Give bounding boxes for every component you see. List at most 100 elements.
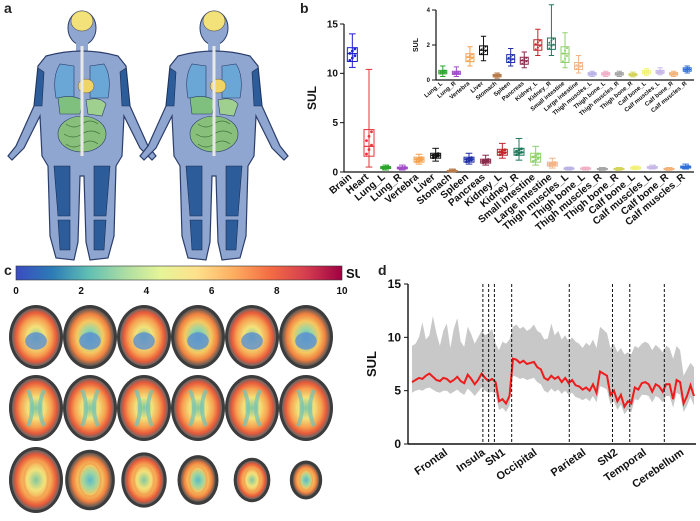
inset-point [575, 64, 578, 67]
main-point [565, 167, 568, 170]
main-point [417, 159, 421, 163]
main-point [500, 152, 504, 156]
main-point [503, 151, 507, 155]
inset-point [552, 43, 555, 46]
inset-point [525, 56, 528, 59]
main-point [598, 167, 602, 171]
inset-point [645, 70, 648, 73]
main-point [415, 160, 418, 164]
inset-point [482, 47, 485, 50]
inset-point [577, 66, 580, 69]
panel-label-b: b [300, 0, 309, 16]
inset-point [670, 72, 673, 75]
colorbar-tick-label: 2 [78, 286, 84, 297]
inset-point [566, 47, 568, 50]
inset-point [659, 70, 662, 73]
main-point [365, 152, 368, 156]
main-point [481, 159, 485, 163]
inset-point [589, 72, 592, 75]
main-point [420, 156, 423, 160]
inset-y-axis-label: SUL [413, 37, 420, 52]
main-point [370, 143, 373, 147]
main-point [553, 161, 557, 164]
main-point [348, 58, 352, 62]
body-front-figure [6, 9, 158, 262]
inset-point [453, 71, 456, 74]
brain-slice [9, 447, 63, 513]
panel-label-a: a [4, 0, 12, 16]
main-point [670, 167, 673, 170]
inset-point [498, 73, 501, 76]
inset-point [562, 60, 564, 63]
main-point [353, 54, 357, 58]
main-point [536, 152, 540, 156]
main-point [550, 163, 554, 167]
inset-point [466, 56, 469, 59]
inset-point [468, 58, 471, 61]
main-point [650, 165, 654, 169]
brain-slice [63, 375, 117, 441]
inset-point [684, 69, 687, 72]
inset-point [534, 48, 537, 51]
inset-point [688, 67, 691, 70]
inset-point [550, 45, 553, 48]
colorbar-tick-label: 6 [209, 286, 215, 297]
brain-slice [171, 305, 225, 369]
inset-point [494, 74, 497, 77]
inset-point [538, 39, 541, 42]
inset-point [579, 62, 582, 65]
anatomy-illustration [6, 9, 290, 262]
inset-point [496, 74, 499, 77]
inset-point [455, 72, 458, 75]
inset-point [686, 69, 689, 72]
inset-point [507, 60, 510, 63]
main-point [448, 169, 452, 173]
main-point [570, 166, 573, 170]
inset-point [684, 68, 687, 71]
main-point [531, 159, 535, 163]
inset-point [631, 73, 634, 76]
main-point [503, 148, 507, 152]
inset-point [575, 67, 578, 70]
main-point [548, 162, 552, 166]
main-point [353, 47, 357, 51]
main-point [520, 147, 523, 151]
inset-point [457, 72, 460, 75]
main-point [550, 161, 554, 165]
inset-point [672, 72, 675, 75]
main-point [350, 56, 354, 60]
main-point [584, 166, 588, 170]
panel-label-d: d [378, 262, 387, 278]
main-point [517, 148, 521, 152]
inset-point [659, 71, 662, 74]
main-point [386, 165, 390, 169]
inset-point [470, 57, 473, 60]
main-point [465, 157, 468, 161]
main-y-tick-label: 15 [327, 19, 339, 30]
inset-point [657, 72, 660, 75]
main-point [600, 167, 604, 171]
inset-point [593, 71, 596, 74]
organ-sul-boxplot: 051015SULBrainHeartLung_LLung_RVertebraL… [305, 4, 694, 234]
main-point [500, 149, 504, 153]
main-point [470, 158, 473, 162]
inset-point [466, 59, 469, 62]
inset-box-kidney_r [546, 37, 556, 50]
inset-point [441, 72, 444, 74]
brain-slice [63, 305, 117, 369]
main-point [484, 158, 488, 162]
main-point [534, 158, 538, 162]
main-box-brain [346, 47, 358, 62]
brain-slice [65, 449, 115, 511]
brain-slice [117, 305, 171, 369]
brain-slice [117, 375, 171, 441]
main-point [450, 169, 454, 173]
organ-sul-boxplot-panel: 0 5 10 15 SUL Brain Heart Lung_L Lung_R Vertebra L… [296, 0, 700, 262]
main-point [498, 153, 502, 157]
main-point [453, 169, 457, 172]
main-point [384, 165, 388, 169]
brain-slice [9, 305, 63, 369]
d-y-tick-label: 5 [394, 384, 401, 398]
brain-slice [279, 305, 333, 369]
